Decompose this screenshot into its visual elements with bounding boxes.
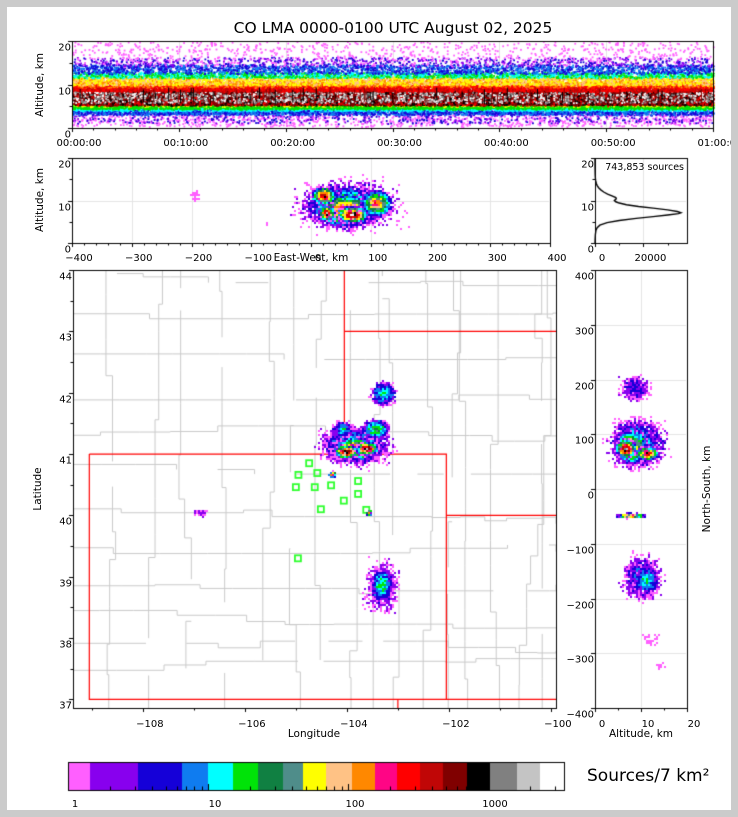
tick-label: 39 bbox=[59, 578, 72, 590]
ns-panel-xlabel: Altitude, km bbox=[608, 728, 674, 740]
tick-label: −100 bbox=[544, 719, 572, 730]
tick-label: 300 bbox=[574, 326, 594, 338]
tick-label: 20 bbox=[687, 719, 701, 730]
tick-label: −300 bbox=[566, 654, 594, 666]
ew-panel-ylabel: Altitude, km bbox=[34, 167, 46, 233]
tick-label: 38 bbox=[59, 639, 72, 651]
tick-label: 0 bbox=[314, 253, 322, 264]
time-panel-ylabel: Altitude, km bbox=[34, 52, 46, 118]
ns-panel-ylabel: North-South, km bbox=[701, 445, 713, 533]
tick-label: 200 bbox=[427, 253, 448, 264]
map-ylabel: Latitude bbox=[32, 467, 44, 511]
tick-label: −104 bbox=[340, 719, 368, 730]
tick-label: 0 bbox=[64, 129, 71, 141]
tick-label: −200 bbox=[566, 600, 594, 611]
tick-label: 20000 bbox=[634, 253, 667, 264]
tick-label: 10 bbox=[58, 86, 71, 97]
tick-label: 400 bbox=[547, 253, 567, 264]
tick-label: 200 bbox=[574, 381, 594, 392]
tick-label: 00:30:00 bbox=[377, 138, 422, 149]
tick-label: 00:20:00 bbox=[270, 138, 316, 149]
tick-label: 0 bbox=[598, 719, 606, 730]
tick-label: −100 bbox=[244, 253, 272, 264]
tick-label: 43 bbox=[59, 332, 72, 344]
map-xlabel: Longitude bbox=[287, 728, 341, 740]
sources-count-annotation: 743,853 sources bbox=[605, 162, 684, 173]
tick-label: 41 bbox=[59, 455, 72, 467]
tick-label: 42 bbox=[59, 394, 72, 406]
tick-label: 100 bbox=[368, 253, 388, 264]
tick-label: 100 bbox=[574, 435, 594, 447]
tick-label: 01:00:00 bbox=[697, 138, 738, 149]
figure-title: CO LMA 0000-0100 UTC August 02, 2025 bbox=[233, 19, 553, 37]
tick-label: 100 bbox=[345, 799, 365, 810]
ew-panel-xlabel: East-West, km bbox=[273, 252, 349, 264]
tick-label: 10 bbox=[58, 202, 71, 213]
tick-label: 10 bbox=[208, 799, 222, 810]
tick-label: 400 bbox=[574, 271, 594, 283]
tick-label: 20 bbox=[58, 159, 71, 171]
tick-label: 00:00:00 bbox=[56, 138, 102, 149]
tick-label: 20 bbox=[581, 159, 594, 171]
tick-label: 1000 bbox=[482, 799, 508, 810]
tick-label: 00:50:00 bbox=[590, 138, 636, 149]
tick-label: −106 bbox=[238, 719, 266, 730]
tick-label: −108 bbox=[136, 719, 164, 730]
tick-label: 0 bbox=[598, 253, 606, 264]
tick-label: −400 bbox=[65, 253, 93, 264]
tick-label: −102 bbox=[442, 719, 470, 730]
tick-label: 10 bbox=[581, 202, 594, 213]
tick-label: 20 bbox=[58, 42, 71, 54]
tick-label: −200 bbox=[184, 253, 213, 264]
tick-label: 44 bbox=[59, 271, 72, 283]
tick-label: −400 bbox=[566, 709, 594, 721]
colorbar-label: Sources/7 km² bbox=[587, 766, 710, 786]
tick-label: 300 bbox=[487, 253, 507, 264]
tick-label: 10 bbox=[641, 719, 655, 730]
tick-label: −100 bbox=[566, 545, 594, 557]
tick-label: 0 bbox=[64, 244, 71, 256]
tick-label: −300 bbox=[125, 253, 153, 264]
tick-label: 37 bbox=[59, 700, 72, 712]
tick-label: 0 bbox=[587, 490, 594, 502]
tick-label: 00:10:00 bbox=[163, 138, 209, 149]
tick-label: 40 bbox=[59, 516, 72, 528]
tick-label: 0 bbox=[587, 244, 594, 256]
tick-label: 1 bbox=[71, 799, 79, 810]
tick-label: 00:40:00 bbox=[483, 138, 529, 149]
